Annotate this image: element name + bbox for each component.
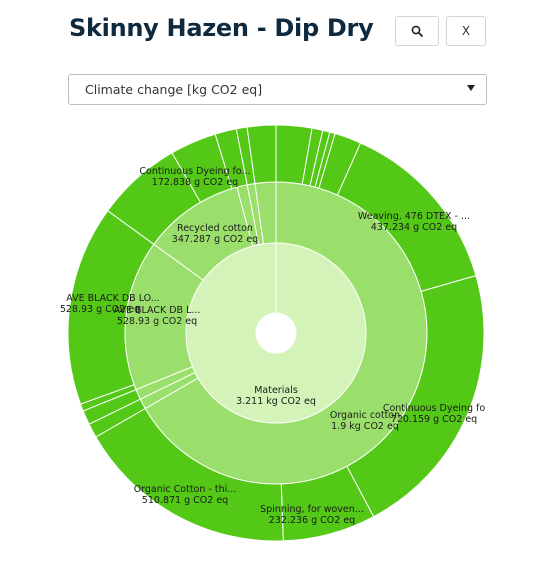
label-dyeing1-name: Continuous Dyeing fo...: [139, 166, 250, 177]
impact-category-select[interactable]: Climate change [kg CO2 eq]: [68, 74, 487, 105]
search-button[interactable]: [395, 16, 439, 46]
label-recycled-name: Recycled cotton: [177, 223, 253, 234]
sunburst-center: [256, 313, 296, 353]
label-weaving-name: Weaving, 476 DTEX - ...: [358, 211, 470, 222]
label-ave-mid-value: 528.93 g CO2 eq: [117, 316, 197, 327]
segment-outer-18[interactable]: [246, 124, 277, 185]
label-spinning-value: 232.236 g CO2 eq: [269, 515, 355, 526]
label-dyeing1-value: 172.838 g CO2 eq: [152, 177, 238, 188]
label-organic-value: 1.9 kg CO2 eq: [331, 421, 399, 432]
label-dyeing2-name: Continuous Dyeing fo: [383, 403, 486, 414]
close-button[interactable]: X: [446, 16, 486, 46]
page-title: Skinny Hazen - Dip Dry: [69, 14, 374, 42]
label-orgthin-name: Organic Cotton - thi...: [134, 484, 237, 495]
label-organic-name: Organic cotton: [330, 410, 400, 421]
label-ave-out-name: AVE BLACK DB LO...: [66, 293, 160, 304]
search-icon: [411, 25, 423, 37]
label-ave-out-value: 528.93 g CO2 eq: [60, 304, 140, 315]
label-orgthin-value: 510.871 g CO2 eq: [142, 495, 228, 506]
label-ave-mid-name: AVE BLACK DB L...: [114, 305, 201, 316]
label-weaving-value: 437.234 g CO2 eq: [371, 222, 457, 233]
chevron-down-icon: [467, 85, 475, 91]
label-root-value: 3.211 kg CO2 eq: [236, 396, 316, 407]
label-spinning-name: Spinning, for woven...: [260, 504, 364, 515]
sunburst-rings: [67, 124, 485, 542]
sunburst-labels: Materials 3.211 kg CO2 eq Recycled cotto…: [60, 166, 486, 526]
label-root-name: Materials: [254, 385, 298, 396]
label-recycled-value: 347.287 g CO2 eq: [172, 234, 258, 245]
impact-category-value: Climate change [kg CO2 eq]: [85, 82, 263, 97]
label-dyeing2-value: 720.159 g CO2 eq: [391, 414, 477, 425]
